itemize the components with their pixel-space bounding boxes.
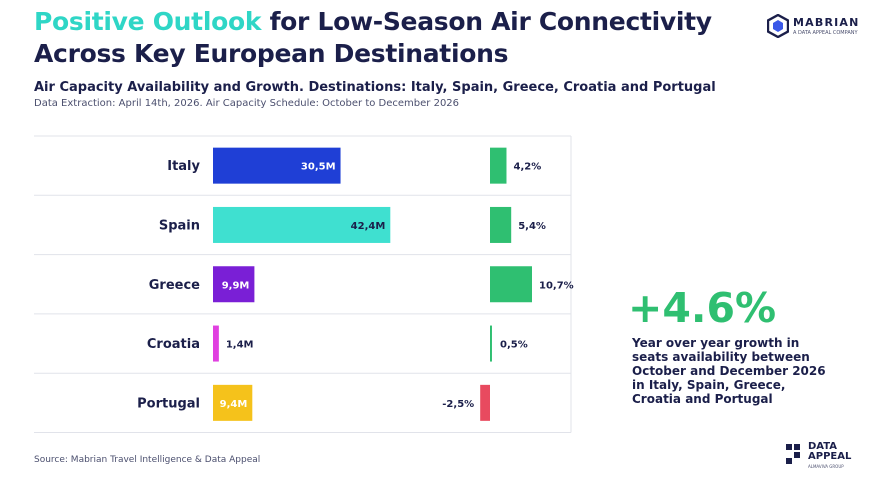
capacity-bar: [213, 384, 253, 421]
capacity-bars: 30,5M 42,4M 9,9M 1,4M 9,4M: [213, 147, 391, 421]
chart-subtitle: Air Capacity Availability and Growth. De…: [34, 80, 716, 95]
logo-name-line-2: APPEAL: [808, 451, 852, 462]
kpi-description: Year over year growth in seats availabil…: [632, 336, 826, 406]
category-labels: Italy Spain Greece Croatia Portugal: [137, 159, 200, 411]
capacity-data-label: 30,5M: [301, 162, 336, 173]
capacity-data-label: 1,4M: [226, 340, 254, 351]
capacity-data-label: 42,4M: [351, 221, 386, 232]
data-appeal-mark-icon: [786, 444, 800, 464]
growth-bar: [490, 266, 532, 303]
source-note: Source: Mabrian Travel Intelligence & Da…: [34, 455, 261, 465]
title-highlight: Positive Outlook: [34, 7, 262, 36]
category-label: Spain: [159, 218, 200, 233]
capacity-bar: [213, 325, 219, 362]
data-appeal-name: DATA APPEAL: [808, 442, 851, 462]
growth-data-label: -2,5%: [442, 399, 474, 410]
hexagon-logo-icon: [767, 14, 789, 38]
logo-name-line-1: DATA: [808, 441, 838, 452]
capacity-data-label: 9,9M: [222, 280, 250, 291]
capacity-data-label: 9,4M: [220, 399, 248, 410]
data-appeal-tagline: ALMAVIVA GROUP: [808, 464, 844, 469]
brand-tagline: A DATA APPEAL COMPANY: [793, 30, 858, 36]
data-appeal-logo: DATA APPEAL ALMAVIVA GROUP: [786, 442, 866, 470]
data-extraction-note: Data Extraction: April 14th, 2026. Air C…: [34, 98, 460, 109]
growth-data-label: 4,2%: [513, 162, 541, 173]
growth-data-label: 0,5%: [500, 340, 528, 351]
title-rest: for Low-Season Air Connectivity Across K…: [34, 7, 712, 68]
capacity-bar: [213, 206, 391, 243]
chart-grid: [34, 135, 572, 433]
growth-bar: [490, 325, 492, 362]
mabrian-logo: MABRIAN A DATA APPEAL COMPANY: [767, 12, 877, 42]
category-label: Croatia: [147, 337, 200, 352]
capacity-bar: [213, 266, 255, 303]
category-label: Portugal: [137, 396, 200, 411]
growth-bar: [490, 206, 512, 243]
brand-name: MABRIAN: [793, 16, 860, 29]
page-title: Positive Outlook for Low-Season Air Conn…: [34, 6, 774, 70]
kpi-value: +4.6%: [628, 284, 777, 332]
category-label: Italy: [167, 159, 200, 174]
category-label: Greece: [149, 278, 200, 293]
growth-data-label: 5,4%: [518, 221, 546, 232]
growth-data-label: 10,7%: [539, 280, 574, 291]
growth-bar: [490, 147, 507, 184]
capacity-bar: [213, 147, 341, 184]
growth-bars: 4,2% 5,4% 10,7% 0,5% -2,5%: [442, 147, 574, 421]
growth-bar: [480, 384, 490, 421]
